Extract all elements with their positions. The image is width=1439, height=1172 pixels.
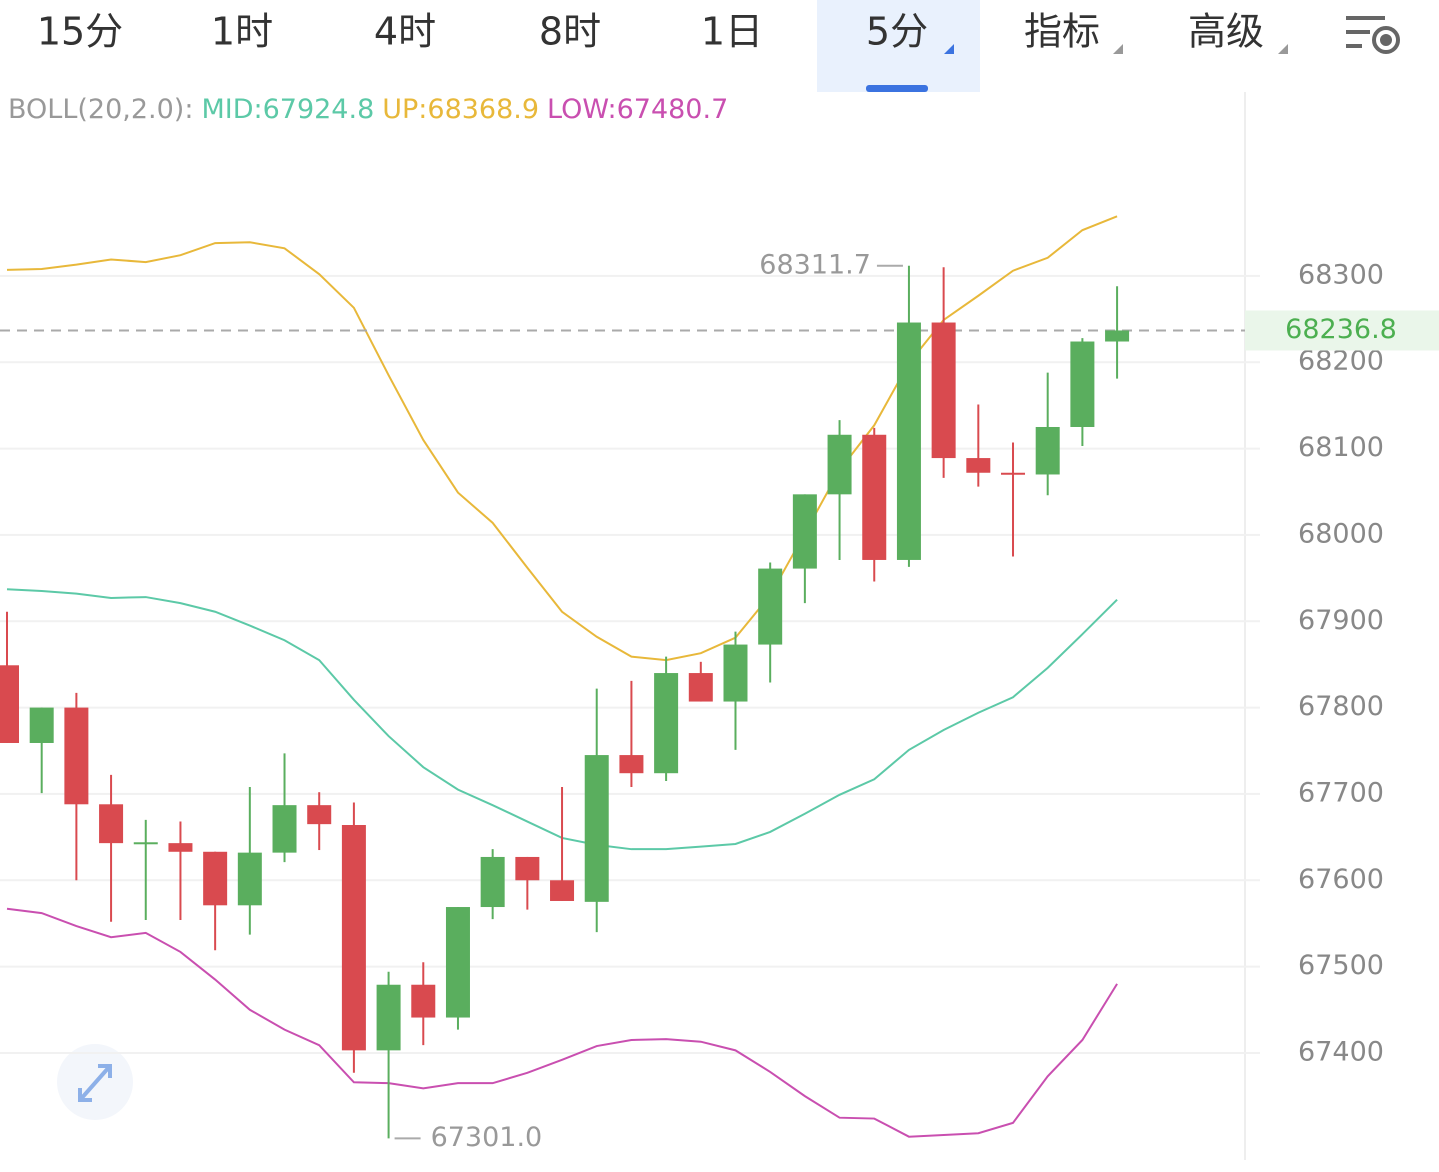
candle-body — [272, 805, 297, 853]
tab[interactable]: 5分 — [866, 10, 928, 54]
candle-body — [480, 856, 505, 908]
candle-body — [1001, 472, 1026, 475]
settings-icon[interactable] — [1346, 16, 1400, 54]
candle-body — [966, 458, 991, 473]
candle-body — [307, 805, 332, 825]
candle-body — [203, 851, 228, 906]
expand-icon — [78, 1064, 112, 1102]
candle-body — [758, 568, 783, 645]
candle-body — [896, 322, 921, 560]
dropdown-arrow — [944, 44, 954, 54]
candle-body — [133, 842, 158, 845]
candle-body — [723, 644, 748, 702]
candle-body — [654, 673, 679, 774]
legend-value: 67924.8 — [263, 94, 375, 125]
candle-body — [931, 322, 956, 459]
indicator-label: BOLL(20,2.0): — [8, 94, 193, 125]
candle-body — [515, 856, 540, 881]
min-annotation: 67301.0 — [431, 1122, 543, 1153]
candle-body — [341, 825, 366, 1051]
candle-body — [168, 843, 193, 852]
tab[interactable]: 高级 — [1188, 10, 1264, 54]
candle-body — [688, 673, 713, 702]
candle-body — [1035, 426, 1060, 475]
y-tick-label: 67700 — [1298, 777, 1384, 808]
tab[interactable]: 1时 — [211, 10, 273, 54]
candle-body — [619, 755, 644, 774]
candle-body — [1105, 330, 1130, 342]
max-annotation: 68311.7 — [759, 249, 871, 280]
indicator-legend: BOLL(20,2.0): MID:67924.8 UP:68368.9 LOW:67… — [8, 94, 728, 125]
legend-value: 68368.9 — [427, 94, 539, 125]
candle-body — [1070, 341, 1095, 427]
y-tick-label: 67400 — [1298, 1036, 1384, 1067]
candle-body — [99, 804, 124, 844]
tab[interactable]: 4时 — [374, 10, 436, 54]
candle-body — [237, 852, 262, 906]
candle-body — [64, 707, 89, 805]
candle-body — [862, 434, 887, 560]
legend-name: LOW: — [547, 94, 617, 125]
legend-value: 67480.7 — [617, 94, 729, 125]
candle-body — [550, 880, 575, 901]
dropdown-arrow — [1113, 44, 1123, 54]
tab-underline — [866, 85, 928, 92]
candle-body — [29, 707, 54, 743]
indicator-line — [6, 907, 1118, 1138]
dropdown-arrow — [1278, 44, 1288, 54]
legend-name: MID: — [201, 94, 262, 125]
candle-body — [445, 907, 470, 1018]
legend-name: UP: — [382, 94, 427, 125]
candle-body — [0, 665, 19, 743]
y-tick-label: 67900 — [1298, 605, 1384, 636]
last-price-label: 68236.8 — [1285, 314, 1397, 345]
y-tick-label: 68000 — [1298, 518, 1384, 549]
y-tick-label: 68100 — [1298, 432, 1384, 463]
candle-body — [376, 984, 401, 1051]
y-tick-label: 68200 — [1298, 346, 1384, 377]
tab[interactable]: 1日 — [701, 10, 763, 54]
tab[interactable]: 8时 — [539, 10, 601, 54]
y-tick-label: 67600 — [1298, 864, 1384, 895]
y-tick-label: 68300 — [1298, 259, 1384, 290]
y-tick-label: 67800 — [1298, 691, 1384, 722]
candle-body — [411, 984, 436, 1018]
candle-body — [827, 434, 852, 495]
tab[interactable]: 指标 — [1024, 10, 1100, 54]
last-price-box — [1245, 310, 1439, 351]
y-tick-label: 67500 — [1298, 950, 1384, 981]
candle-body — [792, 494, 817, 569]
candle-body — [584, 755, 609, 902]
tab[interactable]: 15分 — [37, 10, 123, 54]
